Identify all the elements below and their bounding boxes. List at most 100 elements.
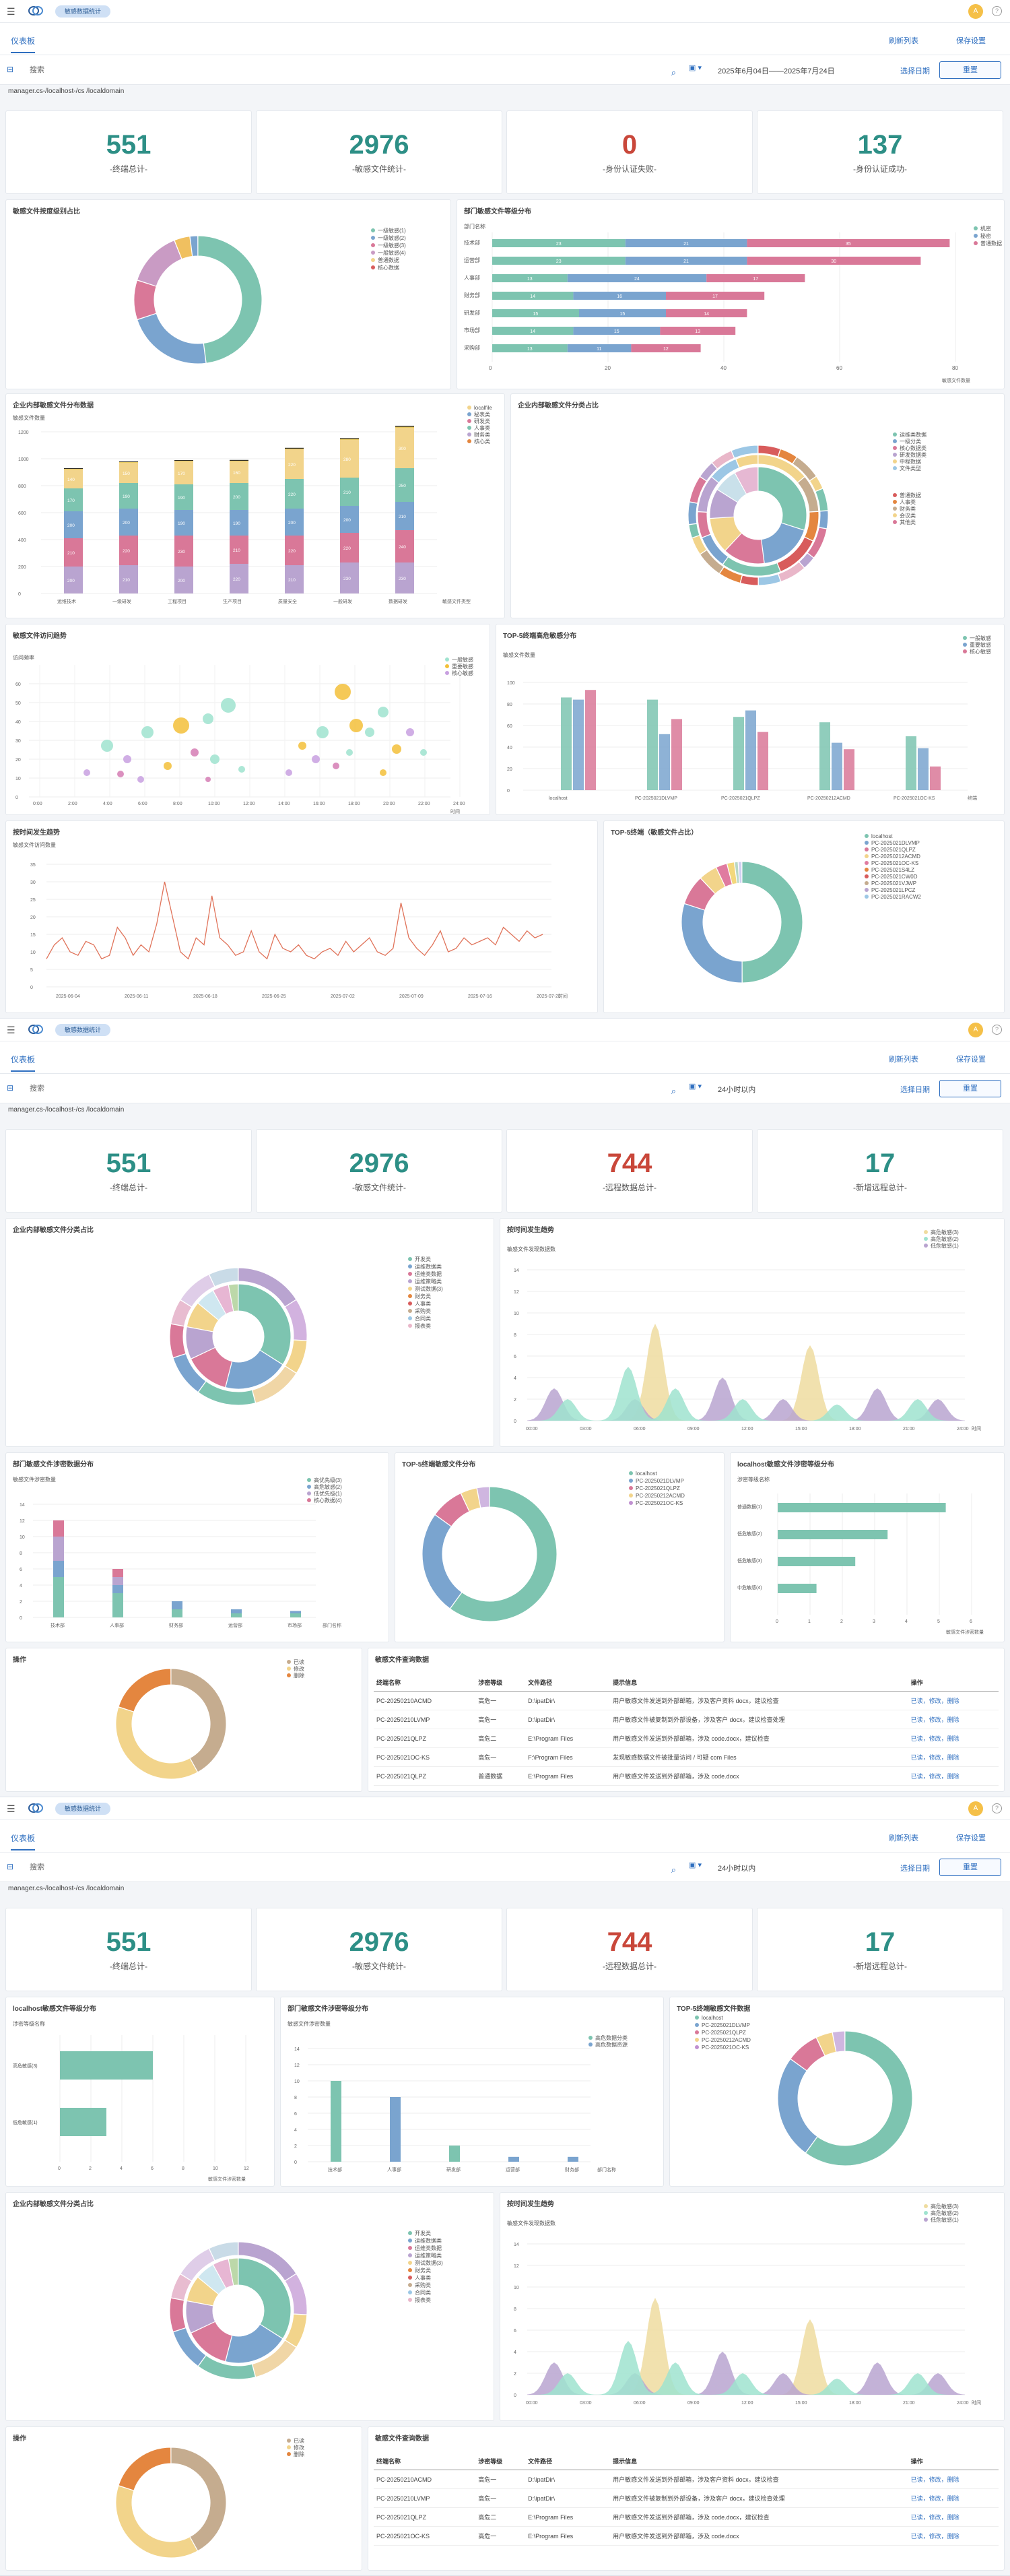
tick-label: 技术部 <box>464 239 480 246</box>
column-header[interactable]: 操作 <box>908 1674 999 1692</box>
table-cell: 高危一 <box>475 2470 526 2489</box>
search-icon[interactable]: ⌕ <box>671 67 676 77</box>
kpi-card: 0 -身份认证失败- <box>506 110 753 194</box>
refresh-button[interactable]: 刷新列表 <box>889 1056 918 1064</box>
search-icon[interactable]: ⌕ <box>671 1086 676 1096</box>
tick-label: 4 <box>294 2128 297 2133</box>
table-row[interactable]: PC-20250210LVMP 高危一 D:\ipatDir\ 用户敏感文件被复制到外… <box>374 1710 999 1729</box>
table-row[interactable]: PC-2025021OC-KS 高危一 F:\Program Files 发现敏感数据… <box>374 1747 999 1767</box>
column-header[interactable]: 提示信息 <box>610 2453 908 2470</box>
data-label: 230 <box>343 577 351 581</box>
search-input[interactable]: 搜索 ⌕ <box>27 1859 680 1875</box>
table-cell[interactable]: 已读，修改，删除 <box>908 1747 999 1767</box>
help-icon[interactable]: ? <box>992 1803 1002 1813</box>
header-tag[interactable]: 敏感数据统计 <box>55 1803 111 1815</box>
table-row[interactable]: PC-20250210ACMD 高危一 D:\ipatDir\ 用户敏感文件发送到外部… <box>374 2470 999 2489</box>
table-cell[interactable]: 已读，修改，删除 <box>908 2488 999 2508</box>
filter-icon[interactable]: ⊟ <box>7 65 14 74</box>
save-button[interactable]: 保存设置 <box>956 1056 986 1064</box>
area-chart: 敏感文件发现数据数 0 2 4 6 8 10 12 14 00:00 03:00 06:00 09:00… <box>507 1229 981 1431</box>
header-tag[interactable]: 敏感数据统计 <box>55 1024 111 1036</box>
column-header[interactable]: 涉密等级 <box>475 1674 526 1692</box>
table-row[interactable]: PC-2025021QLPZ 高危二 E:\Program Files 用户敏感文件发… <box>374 1729 999 1748</box>
tick-label: 24:00 <box>957 1427 969 1431</box>
bubble-point <box>203 713 213 724</box>
table-cell[interactable]: 已读，修改，删除 <box>908 1710 999 1729</box>
select-date-link[interactable]: 选择日期 <box>900 1865 930 1873</box>
select-date-link[interactable]: 选择日期 <box>900 67 930 75</box>
legend-label: 核心数据 <box>378 264 399 271</box>
stacked-bar-chart: 敏感文件数量 0 200 400 600 800 1000 1200 200 210 200 170 1… <box>13 405 492 604</box>
table-cell[interactable]: 已读，修改，删除 <box>908 2470 999 2489</box>
calendar-icon[interactable]: ▣ ▾ <box>689 1083 702 1091</box>
column-header[interactable]: 文件路径 <box>525 2453 611 2470</box>
table-cell[interactable]: 已读，修改，删除 <box>908 2526 999 2546</box>
date-range[interactable]: 2025年6月04日——2025年7月24日 <box>718 67 835 75</box>
tick-label: 8 <box>514 1333 516 1338</box>
header-tag[interactable]: 敏感数据统计 <box>55 5 111 18</box>
save-button[interactable]: 保存设置 <box>956 37 986 45</box>
calendar-icon[interactable]: ▣ ▾ <box>689 64 702 72</box>
tab-dashboard[interactable]: 仪表板 <box>11 1054 36 1072</box>
axis-title: 敏感文件发现数据数 <box>507 2220 556 2226</box>
chart-card: 企业内部敏感文件分类占比 开发类 运维数据类 运维类数据 运维策略类 测试数据(3) 财务类… <box>5 2192 494 2421</box>
data-label: 21 <box>683 259 689 264</box>
table-row[interactable]: PC-20250210LVMP 高危一 D:\ipatDir\ 用户敏感文件被复制到外… <box>374 2488 999 2508</box>
calendar-icon[interactable]: ▣ ▾ <box>689 1861 702 1869</box>
table-row[interactable]: PC-2025021QLPZ 高危二 E:\Program Files 用户敏感文件发… <box>374 2507 999 2527</box>
top-bar: ☰ 敏感数据统计 A ? <box>0 1797 1010 1820</box>
filter-icon[interactable]: ⊟ <box>7 1862 14 1871</box>
search-input[interactable]: 搜索 ⌕ <box>27 62 680 78</box>
date-range[interactable]: 24小时以内 <box>718 1865 756 1873</box>
avatar[interactable]: A <box>968 1023 983 1037</box>
reset-button[interactable]: 重置 <box>939 61 1001 79</box>
column-header[interactable]: 操作 <box>908 2453 999 2470</box>
menu-icon[interactable]: ☰ <box>7 1803 15 1814</box>
column-header[interactable]: 文件路径 <box>525 1674 611 1692</box>
avatar[interactable]: A <box>968 1801 983 1816</box>
column-header[interactable]: 终端名称 <box>374 1674 476 1692</box>
table-cell: D:\ipatDir\ <box>525 2470 611 2489</box>
legend-marker <box>695 2016 699 2020</box>
column-header[interactable]: 提示信息 <box>610 1674 908 1692</box>
axis-title: 访问频率 <box>13 654 34 661</box>
help-icon[interactable]: ? <box>992 1025 1002 1035</box>
column-header[interactable]: 涉密等级 <box>475 2453 526 2470</box>
legend-label: 人事类 <box>415 1300 431 1307</box>
table-cell[interactable]: 已读，修改，删除 <box>908 1691 999 1710</box>
tab-dashboard[interactable]: 仪表板 <box>11 1832 36 1850</box>
reset-button[interactable]: 重置 <box>939 1859 1001 1876</box>
tab-dashboard[interactable]: 仪表板 <box>11 35 36 53</box>
help-icon[interactable]: ? <box>992 6 1002 16</box>
table-cell: PC-20250210ACMD <box>374 1691 476 1710</box>
legend-label: 修改 <box>294 2444 304 2451</box>
bar <box>706 274 805 282</box>
refresh-button[interactable]: 刷新列表 <box>889 37 918 45</box>
chart-card: TOP-5终端敏感文件数据 localhost PC-2025021DLVMP PC-… <box>669 1997 1005 2187</box>
legend-marker <box>408 1301 412 1306</box>
search-icon[interactable]: ⌕ <box>671 1865 676 1875</box>
refresh-button[interactable]: 刷新列表 <box>889 1834 918 1842</box>
legend-marker <box>695 2023 699 2027</box>
table-cell[interactable]: 已读，修改，删除 <box>908 2507 999 2527</box>
menu-icon[interactable]: ☰ <box>7 6 15 17</box>
avatar[interactable]: A <box>968 4 983 19</box>
table-row[interactable]: PC-20250210ACMD 高危一 D:\ipatDir\ 用户敏感文件发送到外部… <box>374 1691 999 1710</box>
table-row[interactable]: PC-2025021QLPZ 普通数据 E:\Program Files 用户敏感文件… <box>374 1766 999 1786</box>
table-row[interactable]: PC-2025021OC-KS 高危一 E:\Program Files 用户敏感文件… <box>374 2526 999 2546</box>
date-range[interactable]: 24小时以内 <box>718 1086 756 1094</box>
tick-label: 低危敏感(3) <box>737 1557 762 1564</box>
filter-icon[interactable]: ⊟ <box>7 1083 14 1093</box>
save-button[interactable]: 保存设置 <box>956 1834 986 1842</box>
menu-icon[interactable]: ☰ <box>7 1025 15 1035</box>
column-header[interactable]: 终端名称 <box>374 2453 476 2470</box>
table-cell[interactable]: 已读，修改，删除 <box>908 1766 999 1786</box>
reset-button[interactable]: 重置 <box>939 1080 1001 1097</box>
table-cell[interactable]: 已读，修改，删除 <box>908 1729 999 1748</box>
select-date-link[interactable]: 选择日期 <box>900 1086 930 1094</box>
legend-label: 运维类数据 <box>415 2245 442 2251</box>
legend-label: 一级敏感(2) <box>378 234 406 241</box>
tick-label: 0 <box>20 1616 22 1621</box>
data-label: 30 <box>831 259 836 264</box>
search-input[interactable]: 搜索 ⌕ <box>27 1081 680 1097</box>
